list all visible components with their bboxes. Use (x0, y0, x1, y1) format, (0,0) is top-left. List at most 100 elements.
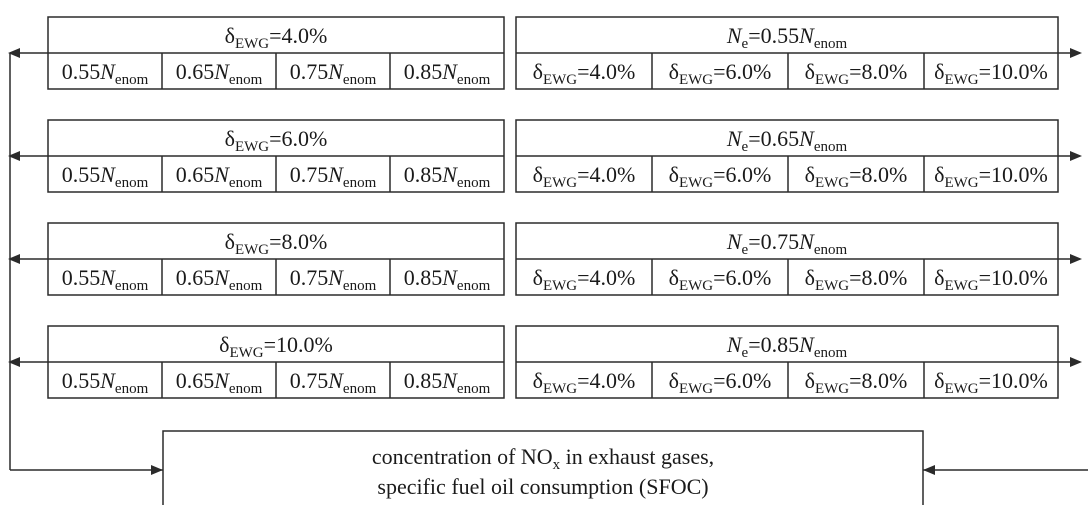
left-group-cell-part: enom (229, 278, 263, 294)
right-group-cell-part: EWG (944, 381, 978, 397)
left-group-cell-part: N (327, 59, 344, 84)
left-group-cell-part: 0.55 (62, 265, 101, 290)
output-box: concentration of NOx in exhaust gases, s… (162, 430, 924, 505)
right-group-cell-part: EWG (679, 278, 713, 294)
right-feed-arrow (923, 465, 935, 475)
left-group-cell-part: 0.55 (62, 59, 101, 84)
left-group-cell-part: enom (229, 72, 263, 88)
left-group-cell-part: enom (229, 381, 263, 397)
left-group-header-part: =6.0% (269, 126, 327, 151)
left-group-cell-part: N (213, 265, 230, 290)
left-branch-arrow (8, 254, 20, 264)
right-group-header-part: =0.65 (748, 126, 799, 151)
left-group-cell-part: 0.85 (404, 265, 443, 290)
left-group-header: δEWG=4.0% (225, 23, 328, 52)
right-group-cell-part: δ (533, 265, 543, 290)
right-group-header-part: e (742, 139, 749, 155)
right-group-header-part: =0.75 (748, 229, 799, 254)
left-group-3: δEWG=8.0%0.55Nenom 0.65Nenom 0.75Nenom 0.85… (47, 222, 505, 296)
right-group-header-part: enom (814, 345, 848, 361)
left-group-cell-part: enom (457, 175, 491, 191)
left-group-cell-part: 0.75 (290, 59, 329, 84)
right-group-header: Ne=0.55Nenom (726, 23, 848, 52)
right-group-cell-part: =10.0% (979, 368, 1048, 393)
right-group-header: Ne=0.65Nenom (726, 126, 848, 155)
right-group-cell-part: EWG (543, 175, 577, 191)
output-line-1-suffix: in exhaust gases, (560, 444, 714, 469)
right-group-cell: δEWG=8.0% (805, 265, 908, 294)
right-group-header-part: N (726, 126, 743, 151)
right-group-cell-part: =8.0% (849, 162, 907, 187)
left-group-header-part: EWG (229, 345, 263, 361)
left-branch-arrow (8, 357, 20, 367)
left-group-cell-part: 0.65 (176, 265, 215, 290)
right-group-cell-part: EWG (543, 381, 577, 397)
right-group-cell-part: =8.0% (849, 265, 907, 290)
left-group-cell-part: enom (343, 278, 377, 294)
right-group-cell: δEWG=6.0% (669, 265, 772, 294)
left-group-header: δEWG=10.0% (219, 332, 333, 361)
left-group-cell: 0.65Nenom (176, 162, 263, 191)
left-group-cell-part: N (99, 265, 116, 290)
output-box-frame (162, 430, 924, 505)
right-group-header-part: enom (814, 139, 848, 155)
right-group-header-part: e (742, 345, 749, 361)
right-group-header-part: N (798, 23, 815, 48)
left-group-cell: 0.85Nenom (404, 59, 491, 88)
right-group-header-part: enom (814, 242, 848, 258)
right-group-cell-part: δ (669, 368, 679, 393)
right-group-cell-part: δ (805, 59, 815, 84)
left-group-cell-part: N (327, 368, 344, 393)
right-group-cell: δEWG=6.0% (669, 162, 772, 191)
left-group-header-part: =10.0% (264, 332, 333, 357)
left-group-cell-part: N (99, 162, 116, 187)
left-branch-arrow (8, 48, 20, 58)
left-feed-arrow (151, 465, 163, 475)
left-group-cell-part: 0.75 (290, 162, 329, 187)
right-group-cell-part: =8.0% (849, 368, 907, 393)
right-group-cell: δEWG=10.0% (934, 368, 1048, 397)
right-branch-arrow (1070, 254, 1082, 264)
left-group-cell-part: N (213, 368, 230, 393)
right-group-cell-part: EWG (543, 72, 577, 88)
right-group-header-part: e (742, 242, 749, 258)
right-group-cell-part: =6.0% (713, 368, 771, 393)
left-group-cell-part: 0.65 (176, 368, 215, 393)
connector-lines (8, 48, 1088, 475)
left-group-header-part: EWG (235, 242, 269, 258)
left-group-header-part: EWG (235, 36, 269, 52)
left-group-cell-part: 0.85 (404, 162, 443, 187)
left-group-cell: 0.85Nenom (404, 265, 491, 294)
right-group-cell-part: EWG (815, 175, 849, 191)
right-group-cell-part: EWG (679, 175, 713, 191)
left-group-cell-part: enom (229, 175, 263, 191)
right-group-cell-part: EWG (944, 72, 978, 88)
right-group-header-part: N (798, 229, 815, 254)
left-group-cell-part: 0.85 (404, 368, 443, 393)
right-group-cell-part: EWG (815, 278, 849, 294)
output-line-2: specific fuel oil consumption (SFOC) (377, 474, 708, 499)
left-group-cell-part: 0.65 (176, 59, 215, 84)
left-group-cell: 0.85Nenom (404, 368, 491, 397)
left-group-cell: 0.65Nenom (176, 265, 263, 294)
right-group-cell: δEWG=4.0% (533, 162, 636, 191)
left-group-cell-part: N (327, 162, 344, 187)
right-group-cell-part: EWG (944, 278, 978, 294)
left-group-cell-part: 0.55 (62, 162, 101, 187)
right-group-cell: δEWG=8.0% (805, 59, 908, 88)
left-group-cell-part: 0.55 (62, 368, 101, 393)
left-group-cell: 0.85Nenom (404, 162, 491, 191)
right-group-cell-part: δ (669, 162, 679, 187)
parameter-groups: δEWG=4.0%0.55Nenom 0.65Nenom 0.75Nenom 0.85… (47, 16, 1059, 399)
right-group-header: Ne=0.85Nenom (726, 332, 848, 361)
left-group-1: δEWG=4.0%0.55Nenom 0.65Nenom 0.75Nenom 0.85… (47, 16, 505, 90)
left-group-header: δEWG=8.0% (225, 229, 328, 258)
right-group-cell: δEWG=8.0% (805, 368, 908, 397)
right-group-cell-part: δ (934, 59, 944, 84)
left-group-cell-part: 0.65 (176, 162, 215, 187)
left-group-cell: 0.55Nenom (62, 59, 149, 88)
left-group-header-part: δ (219, 332, 229, 357)
left-group-cell-part: N (441, 162, 458, 187)
